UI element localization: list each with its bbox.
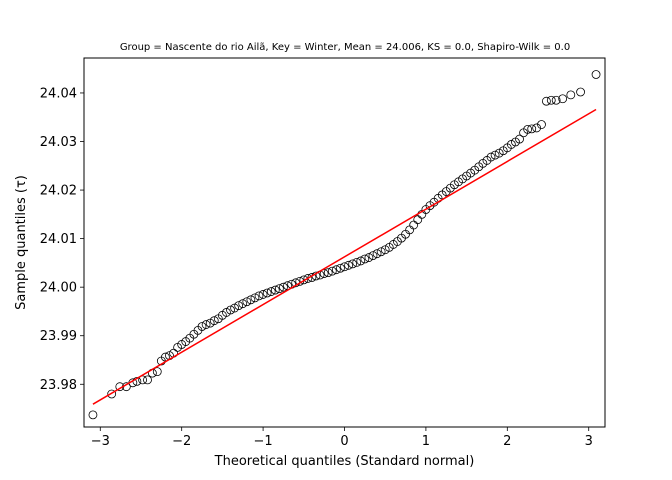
data-point — [266, 287, 276, 296]
data-point — [299, 275, 309, 285]
data-point — [352, 258, 362, 267]
x-tick-label: 3 — [585, 434, 593, 449]
data-point — [364, 253, 374, 262]
data-point — [376, 247, 386, 257]
y-tick-label: 23.99 — [40, 329, 77, 344]
y-tick-label: 24.00 — [40, 281, 77, 296]
data-point — [541, 96, 551, 106]
chart-title: Group = Nascente do rio Ailã, Key = Wint… — [120, 42, 570, 53]
plot-area — [88, 70, 601, 420]
data-point — [274, 284, 284, 294]
data-point — [250, 293, 260, 303]
y-axis-label: Sample quantiles (τ) — [14, 175, 29, 310]
y-tick-label: 24.02 — [40, 184, 77, 199]
data-point — [88, 410, 98, 420]
data-point — [344, 260, 353, 270]
data-point — [152, 367, 162, 377]
y-tick-label: 23.98 — [40, 378, 77, 393]
data-point — [356, 256, 366, 266]
data-point — [323, 268, 333, 278]
data-point — [107, 389, 117, 399]
data-point — [360, 254, 370, 264]
data-point — [258, 290, 268, 299]
data-point — [303, 274, 313, 283]
data-point — [242, 297, 252, 307]
data-point — [234, 301, 244, 311]
x-tick-label: −2 — [172, 434, 191, 449]
data-point — [486, 152, 496, 162]
y-tick-label: 24.04 — [40, 86, 77, 101]
data-point — [348, 259, 358, 269]
data-point — [254, 291, 264, 301]
data-point — [490, 150, 500, 160]
data-point — [209, 316, 219, 326]
data-point — [197, 322, 207, 331]
data-point — [515, 134, 524, 144]
data-point — [226, 305, 235, 315]
x-axis-label: Theoretical quantiles (Standard normal) — [214, 454, 475, 469]
data-point — [327, 266, 337, 276]
data-point — [527, 124, 537, 134]
y-tick-label: 24.03 — [40, 135, 77, 150]
y-tick-label: 24.01 — [40, 232, 77, 247]
x-tick-label: −1 — [254, 434, 273, 449]
data-point — [372, 249, 382, 259]
data-point — [246, 295, 256, 305]
x-tick-label: 1 — [422, 434, 430, 449]
data-point — [143, 375, 152, 385]
data-point — [546, 95, 556, 105]
data-point — [270, 285, 280, 295]
x-tick-label: 2 — [503, 434, 511, 449]
data-point — [566, 90, 576, 100]
data-point — [238, 299, 248, 309]
data-point — [558, 94, 568, 104]
data-point — [201, 320, 211, 329]
x-tick-label: −3 — [91, 434, 110, 449]
data-point — [537, 120, 546, 129]
data-point — [576, 87, 585, 97]
x-axis: −3 −2 −1 0 1 2 3 — [91, 427, 593, 449]
data-point — [523, 124, 533, 134]
reference-line — [92, 108, 597, 405]
y-axis: 23.98 23.99 24.00 24.01 24.02 24.03 24.04 — [40, 86, 84, 393]
data-point — [532, 123, 542, 133]
data-point — [336, 263, 345, 273]
data-point — [262, 288, 272, 298]
data-point — [340, 262, 349, 272]
data-point — [591, 70, 601, 79]
data-point — [368, 251, 378, 261]
data-point — [551, 95, 561, 105]
data-point — [279, 282, 288, 292]
data-point — [331, 265, 341, 275]
x-tick-label: 0 — [340, 434, 348, 449]
